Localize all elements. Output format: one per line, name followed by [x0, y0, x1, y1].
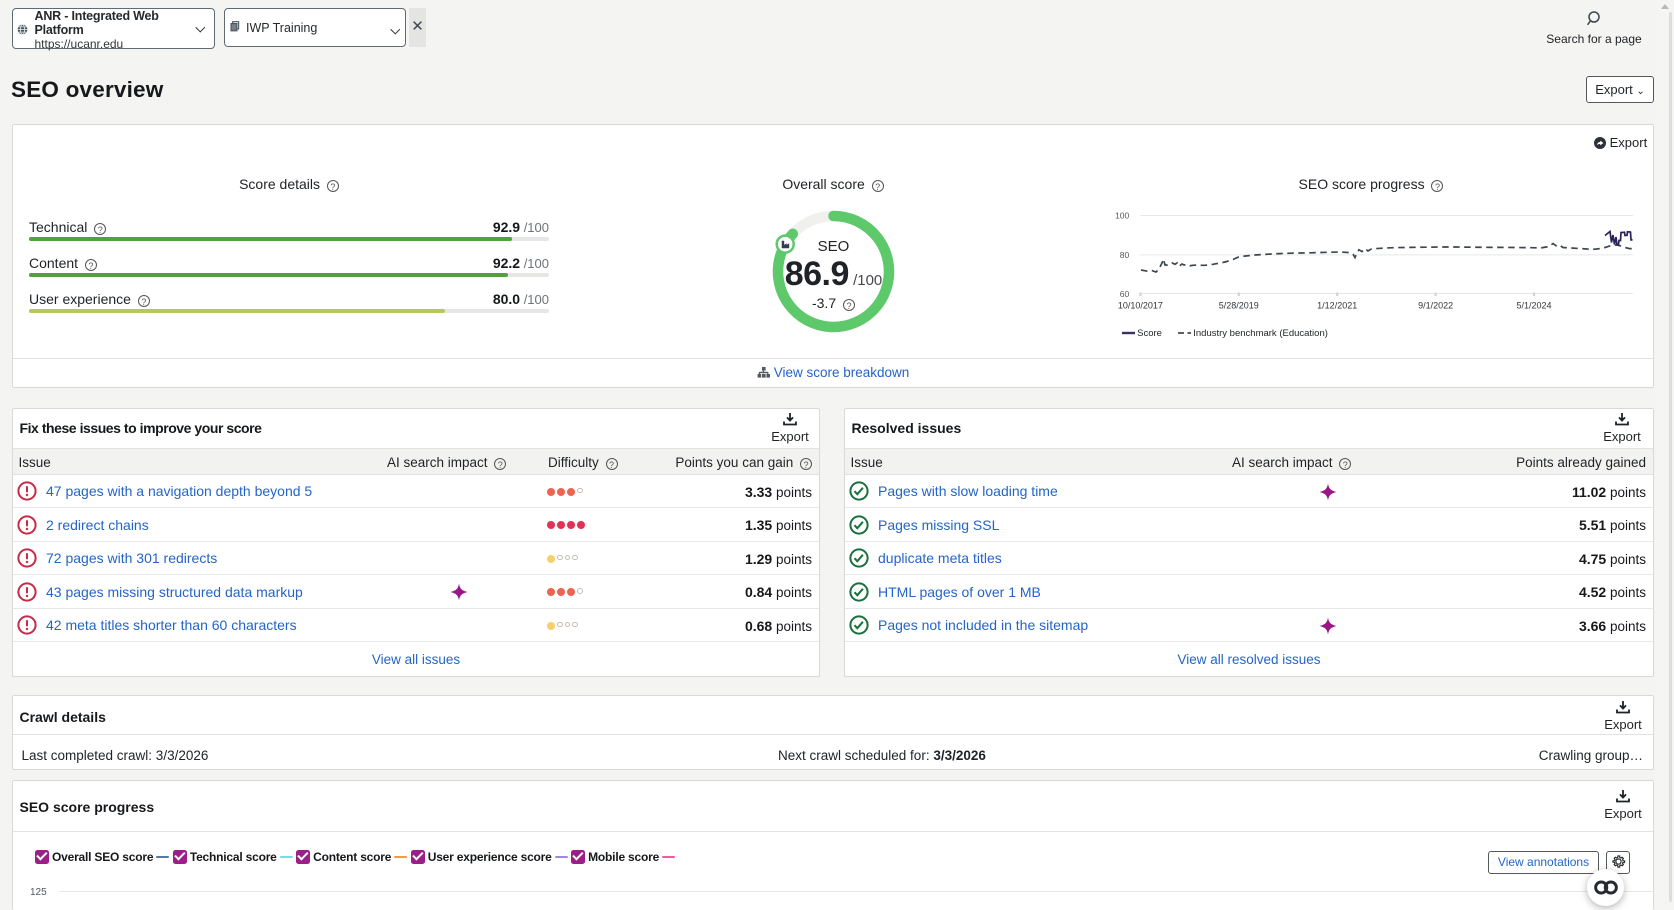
- svg-text:60: 60: [1120, 289, 1130, 299]
- svg-text:1/12/2021: 1/12/2021: [1317, 301, 1357, 311]
- svg-text:10/10/2017: 10/10/2017: [1118, 301, 1163, 311]
- svg-text:80: 80: [1120, 250, 1130, 260]
- svg-text:5/1/2024: 5/1/2024: [1516, 301, 1551, 311]
- svg-text:9/1/2022: 9/1/2022: [1418, 301, 1453, 311]
- svg-text:5/28/2019: 5/28/2019: [1219, 301, 1259, 311]
- svg-text:100: 100: [1115, 211, 1129, 221]
